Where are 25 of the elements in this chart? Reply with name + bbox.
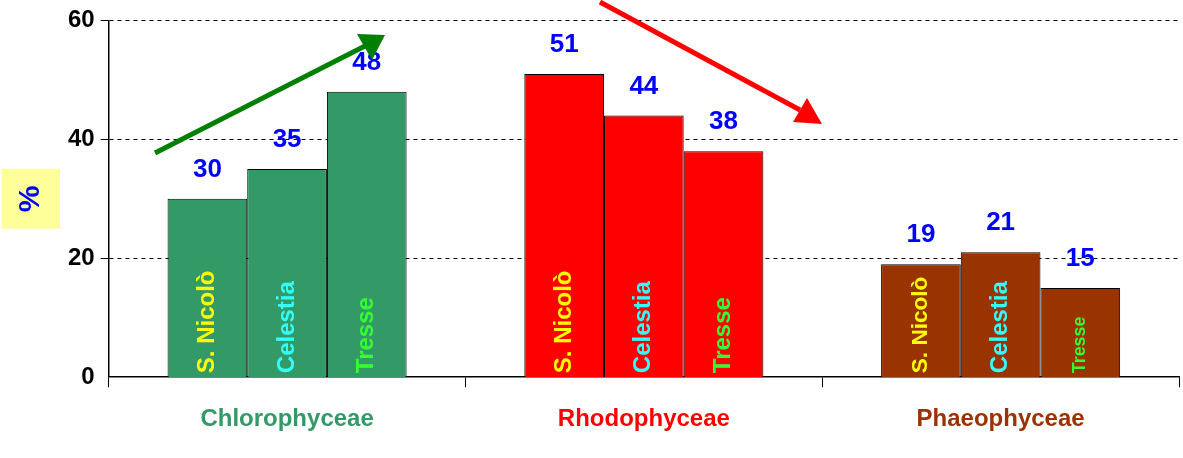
data-label: 35 [272,123,302,154]
x-tick-label: Chlorophyceae [200,404,374,432]
y-tick-label: 20 [67,242,95,270]
data-label: 30 [192,152,222,183]
text: S. Nicolò [548,270,576,374]
series-label: S. Nicolò [192,270,220,374]
data-label: 21 [986,206,1016,237]
x-tick-label: Phaeophyceae [916,404,1085,432]
data-label: 38 [709,105,738,136]
y-tick-label: 60 [67,5,95,33]
data-label: 15 [1065,242,1095,273]
data-label: 51 [549,28,579,59]
data-label: 44 [629,69,659,100]
data-label: 19 [906,218,936,249]
y-tick-label: 40 [67,123,95,151]
x-tick-label: Rhodophyceae [557,404,730,432]
y-axis-title: % [12,185,46,213]
text: Tresse [708,297,736,374]
text: Tresse [1069,316,1090,374]
text: Celestia [628,281,656,374]
series-label: Celestia [271,280,299,374]
text: S. Nicolò [907,276,933,374]
series-label: Tresse [351,297,379,374]
y-tick-label: 0 [81,361,95,389]
text: Celestia [985,281,1013,374]
